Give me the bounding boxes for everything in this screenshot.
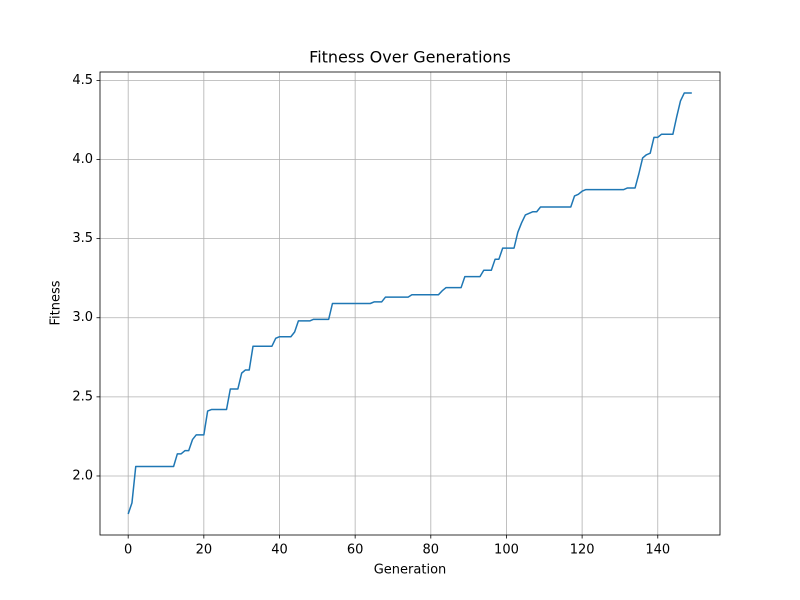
y-tick-label: 2.5 [72, 389, 93, 404]
x-tick-label: 100 [494, 543, 519, 558]
y-axis-label: Fitness [49, 280, 64, 325]
y-tick-label: 4.0 [72, 152, 93, 167]
x-tick-label: 40 [271, 543, 288, 558]
x-tick-label: 80 [423, 543, 440, 558]
y-tick-label: 3.0 [72, 310, 93, 325]
chart-title: Fitness Over Generations [309, 48, 511, 67]
x-tick-label: 0 [124, 543, 132, 558]
x-tick-label: 20 [196, 543, 213, 558]
x-tick-label: 60 [347, 543, 364, 558]
x-tick-label: 140 [645, 543, 670, 558]
line-series [127, 92, 692, 515]
y-tick-label: 4.5 [72, 73, 93, 88]
x-axis-label: Generation [374, 563, 447, 578]
y-tick-label: 3.5 [72, 231, 93, 246]
plot-frame [99, 71, 721, 536]
x-tick-label: 120 [570, 543, 595, 558]
y-tick-label: 2.0 [72, 468, 93, 483]
